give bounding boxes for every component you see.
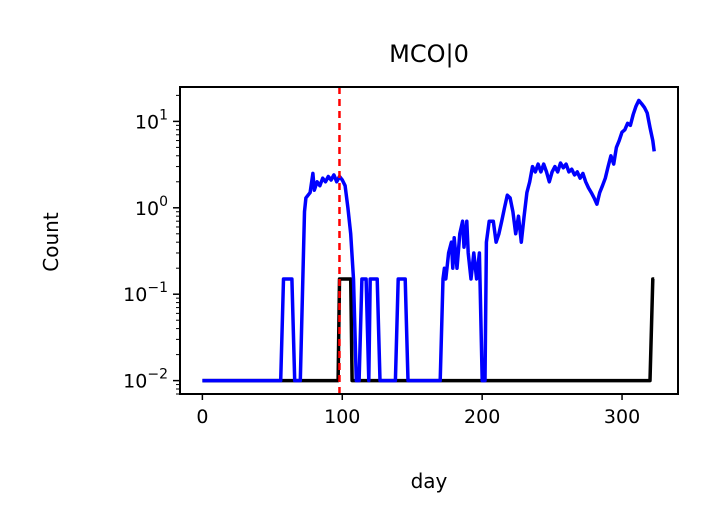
y-tick-label: 10−2 [123,367,168,393]
y-tick-label: 101 [135,107,168,133]
axis-ticks: 0 100 200 300 10−2 10−1 100 101 [123,94,640,428]
x-tick-label: 100 [324,406,360,428]
y-axis-label: Count [39,212,63,272]
plot-area [202,87,656,394]
x-tick-label: 300 [604,406,640,428]
axes-frame [179,86,679,395]
x-axis-label: day [411,469,448,493]
y-tick-label: 100 [135,194,168,220]
series-line-0 [202,277,655,383]
y-tick-label: 10−1 [123,280,168,306]
chart-title: MCO|0 [389,40,469,68]
x-tick-label: 200 [464,406,500,428]
series-line-1 [202,98,656,383]
x-tick-label: 0 [196,406,208,428]
